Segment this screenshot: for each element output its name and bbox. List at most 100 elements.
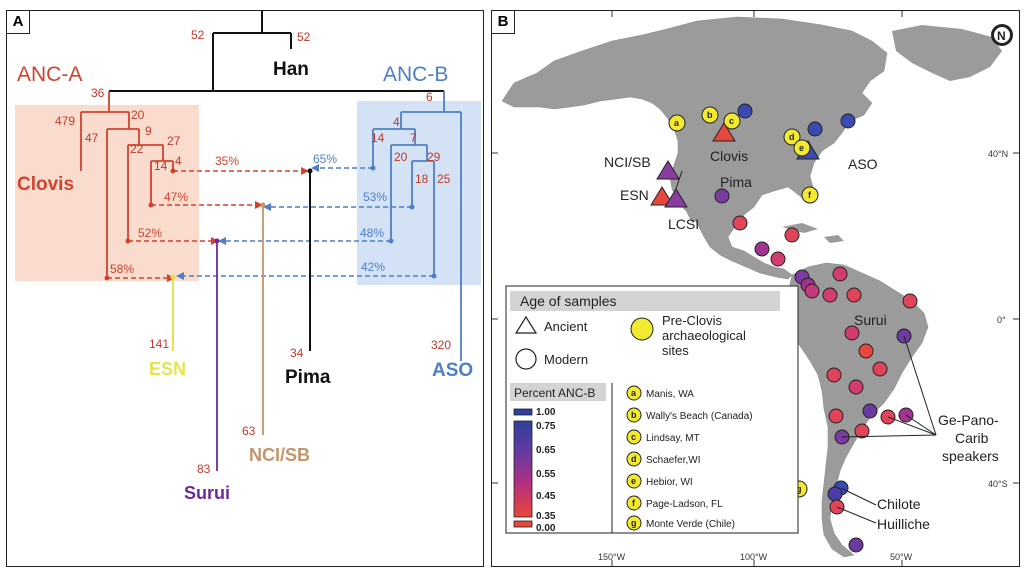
map-svg: 40°N 0° 40°S 150°W 100°W 50°W N xyxy=(492,11,1019,566)
panel-b-map: B 40° xyxy=(491,10,1020,567)
panel-a-tree: A 52 52 Han xyxy=(6,10,484,567)
site-a-letter: a xyxy=(674,118,680,128)
legend-yellow-icon xyxy=(630,317,654,341)
clovis-label: Clovis xyxy=(17,174,74,195)
lon-100w: 100°W xyxy=(740,552,768,562)
legend-title: Age of samples xyxy=(520,293,617,309)
han-label: Han xyxy=(273,59,309,80)
bl-14a: 14 xyxy=(154,159,168,173)
anc-b-label: ANC-B xyxy=(383,63,448,86)
site-f-letter: f xyxy=(808,190,812,200)
legend-circle-icon xyxy=(515,348,537,370)
svg-text:N: N xyxy=(997,29,1006,43)
anc-b-branches xyxy=(372,91,462,361)
legend-site-f: Page-Ladson, FL xyxy=(646,499,723,510)
adm-42: 42% xyxy=(361,260,385,274)
surui-label: Surui xyxy=(184,483,230,503)
svg-text:0.55: 0.55 xyxy=(536,469,556,480)
bl-9: 9 xyxy=(145,124,152,138)
site-e-letter: e xyxy=(799,143,804,153)
panel-b-label: B xyxy=(492,11,515,34)
bl-b4: 4 xyxy=(393,115,400,129)
svg-text:0.65: 0.65 xyxy=(536,445,556,456)
map-label-surui: Surui xyxy=(854,312,887,328)
svg-text:1.00: 1.00 xyxy=(536,407,556,418)
panel-a-label: A xyxy=(7,11,30,34)
svg-text:b: b xyxy=(631,410,637,420)
adm-58: 58% xyxy=(110,262,134,276)
map-label-lcsi: LCSI xyxy=(668,216,699,232)
map-label-pima: Pima xyxy=(720,174,752,190)
greenland-land xyxy=(892,25,1002,81)
site-b-letter: b xyxy=(707,110,713,120)
site-g-letter: g xyxy=(796,484,802,494)
bl-b7: 7 xyxy=(410,131,417,145)
admixture-tree-svg: 52 52 Han ANC xyxy=(15,11,481,503)
bl-top-right: 52 xyxy=(297,30,311,44)
svg-text:g: g xyxy=(631,518,637,528)
bl-nci: 63 xyxy=(242,424,256,438)
svg-text:f: f xyxy=(632,498,636,508)
legend-site-c: Lindsay, MT xyxy=(646,433,700,444)
adm-35: 35% xyxy=(215,154,239,168)
bl-27: 27 xyxy=(167,134,181,148)
adm-65: 65% xyxy=(313,152,337,166)
bl-esn: 141 xyxy=(149,337,169,351)
bl-anc-b-root: 6 xyxy=(426,90,433,104)
map-legend: Age of samples Ancient Modern Pre-Clovis… xyxy=(505,285,799,534)
bl-b25: 25 xyxy=(437,172,451,186)
legend-modern: Modern xyxy=(544,352,588,367)
bl-top-left: 52 xyxy=(191,28,205,42)
bl-pima: 34 xyxy=(290,346,304,360)
svg-text:0.00: 0.00 xyxy=(536,523,556,534)
bl-b18: 18 xyxy=(415,172,429,186)
svg-text:0.75: 0.75 xyxy=(536,421,556,432)
anc-a-branches xyxy=(80,91,174,278)
map-label-huilliche: Huilliche xyxy=(877,516,930,532)
site-d-letter: d xyxy=(789,132,795,142)
anc-a-label: ANC-A xyxy=(17,63,82,86)
svg-text:0.45: 0.45 xyxy=(536,491,556,502)
esn-label: ESN xyxy=(149,359,186,379)
map-label-clovis: Clovis xyxy=(710,148,748,164)
lat-0: 0° xyxy=(997,315,1006,325)
adm-52: 52% xyxy=(138,226,162,240)
aso-label: ASO xyxy=(432,360,473,381)
han-branches xyxy=(212,11,292,91)
preclovis-site-markers xyxy=(668,106,819,498)
lat-40n: 40°N xyxy=(988,149,1008,159)
svg-text:0.35: 0.35 xyxy=(536,511,556,522)
map-label-esn: ESN xyxy=(620,187,649,203)
legend-site-d: Schaefer,WI xyxy=(646,455,700,466)
svg-text:c: c xyxy=(631,432,636,442)
bl-clovis: 479 xyxy=(55,114,75,128)
legend-site-e: Hebior, WI xyxy=(646,477,693,488)
bl-22: 22 xyxy=(130,142,144,156)
north-arrow-icon: N xyxy=(991,24,1013,46)
bl-b14: 14 xyxy=(371,131,385,145)
map-label-chilote: Chilote xyxy=(877,496,921,512)
legend-preclovis: Pre-Clovis archaeological sites xyxy=(662,313,749,358)
bl-47: 47 xyxy=(85,131,99,145)
legend-site-a: Manis, WA xyxy=(646,389,694,400)
north-america-land xyxy=(501,16,888,280)
bl-20: 20 xyxy=(131,108,145,122)
bl-b29: 29 xyxy=(427,150,441,164)
bl-anc-a-root: 36 xyxy=(91,86,105,100)
legend-site-g: Monte Verde (Chile) xyxy=(646,519,735,530)
legend-site-b: Wally's Beach (Canada) xyxy=(646,411,753,422)
map-label-ge-pano-carib: Ge-Pano- Carib speakers xyxy=(938,412,1003,464)
svg-text:e: e xyxy=(631,476,636,486)
adm-47: 47% xyxy=(164,190,188,204)
svg-text:a: a xyxy=(631,388,637,398)
pima-label: Pima xyxy=(285,367,331,388)
map-label-aso: ASO xyxy=(848,156,878,172)
lon-50w: 50°W xyxy=(890,552,913,562)
nci-label: NCI/SB xyxy=(249,445,310,465)
legend-triangle-icon xyxy=(514,315,538,334)
site-c-letter: c xyxy=(729,116,734,126)
bl-aso: 320 xyxy=(431,338,451,352)
legend-percent-title: Percent ANC-B xyxy=(514,386,595,400)
adm-53: 53% xyxy=(363,190,387,204)
adm-48: 48% xyxy=(360,226,384,240)
